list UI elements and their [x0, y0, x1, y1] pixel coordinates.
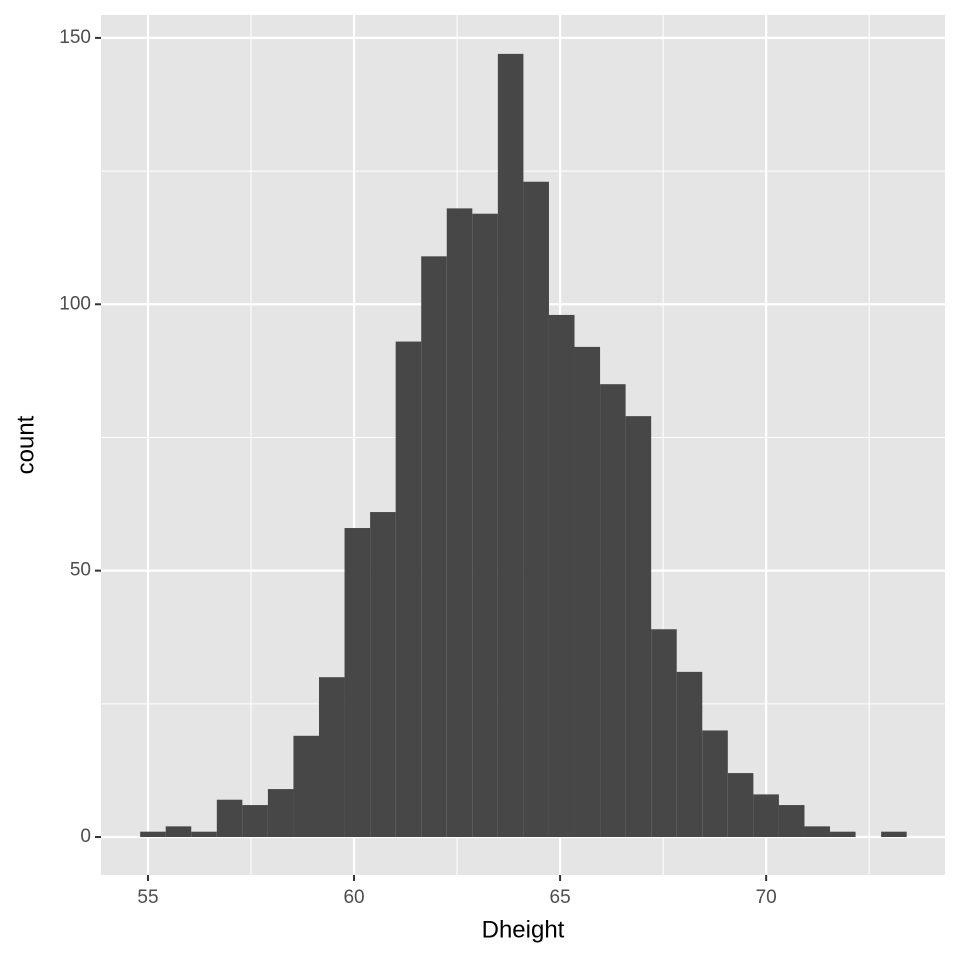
bar	[625, 416, 652, 838]
bar	[395, 341, 422, 838]
bar	[881, 831, 907, 838]
bar	[676, 671, 703, 838]
y-tick-label: 100	[59, 293, 91, 314]
bar	[523, 181, 549, 838]
bar	[497, 53, 524, 838]
bar	[574, 346, 601, 838]
x-tick-label: 55	[137, 887, 158, 908]
y-tick-label: 0	[80, 826, 91, 847]
y-tick-label: 50	[70, 560, 91, 581]
y-axis-title: count	[12, 415, 39, 474]
bar	[753, 794, 779, 838]
bar	[472, 213, 498, 838]
bar	[344, 528, 371, 838]
bar	[804, 826, 831, 838]
bar	[778, 805, 805, 838]
bar	[216, 799, 243, 838]
bar	[140, 831, 166, 838]
bar	[293, 735, 320, 838]
bar	[191, 831, 217, 838]
y-tick-label: 150	[59, 27, 91, 48]
bar	[242, 805, 268, 838]
bar	[421, 256, 447, 838]
bar	[319, 677, 345, 838]
x-axis-title: Dheight	[482, 916, 565, 943]
bar	[830, 831, 856, 838]
x-tick-label: 70	[756, 887, 777, 908]
bar	[370, 512, 396, 838]
x-tick-label: 65	[550, 887, 571, 908]
bar	[651, 629, 677, 838]
bar	[702, 730, 728, 838]
bar	[165, 826, 192, 838]
bar	[600, 384, 626, 838]
bar	[267, 789, 294, 838]
bar	[446, 208, 473, 838]
bar	[727, 773, 754, 838]
x-tick-label: 60	[343, 887, 364, 908]
bar	[548, 314, 575, 838]
